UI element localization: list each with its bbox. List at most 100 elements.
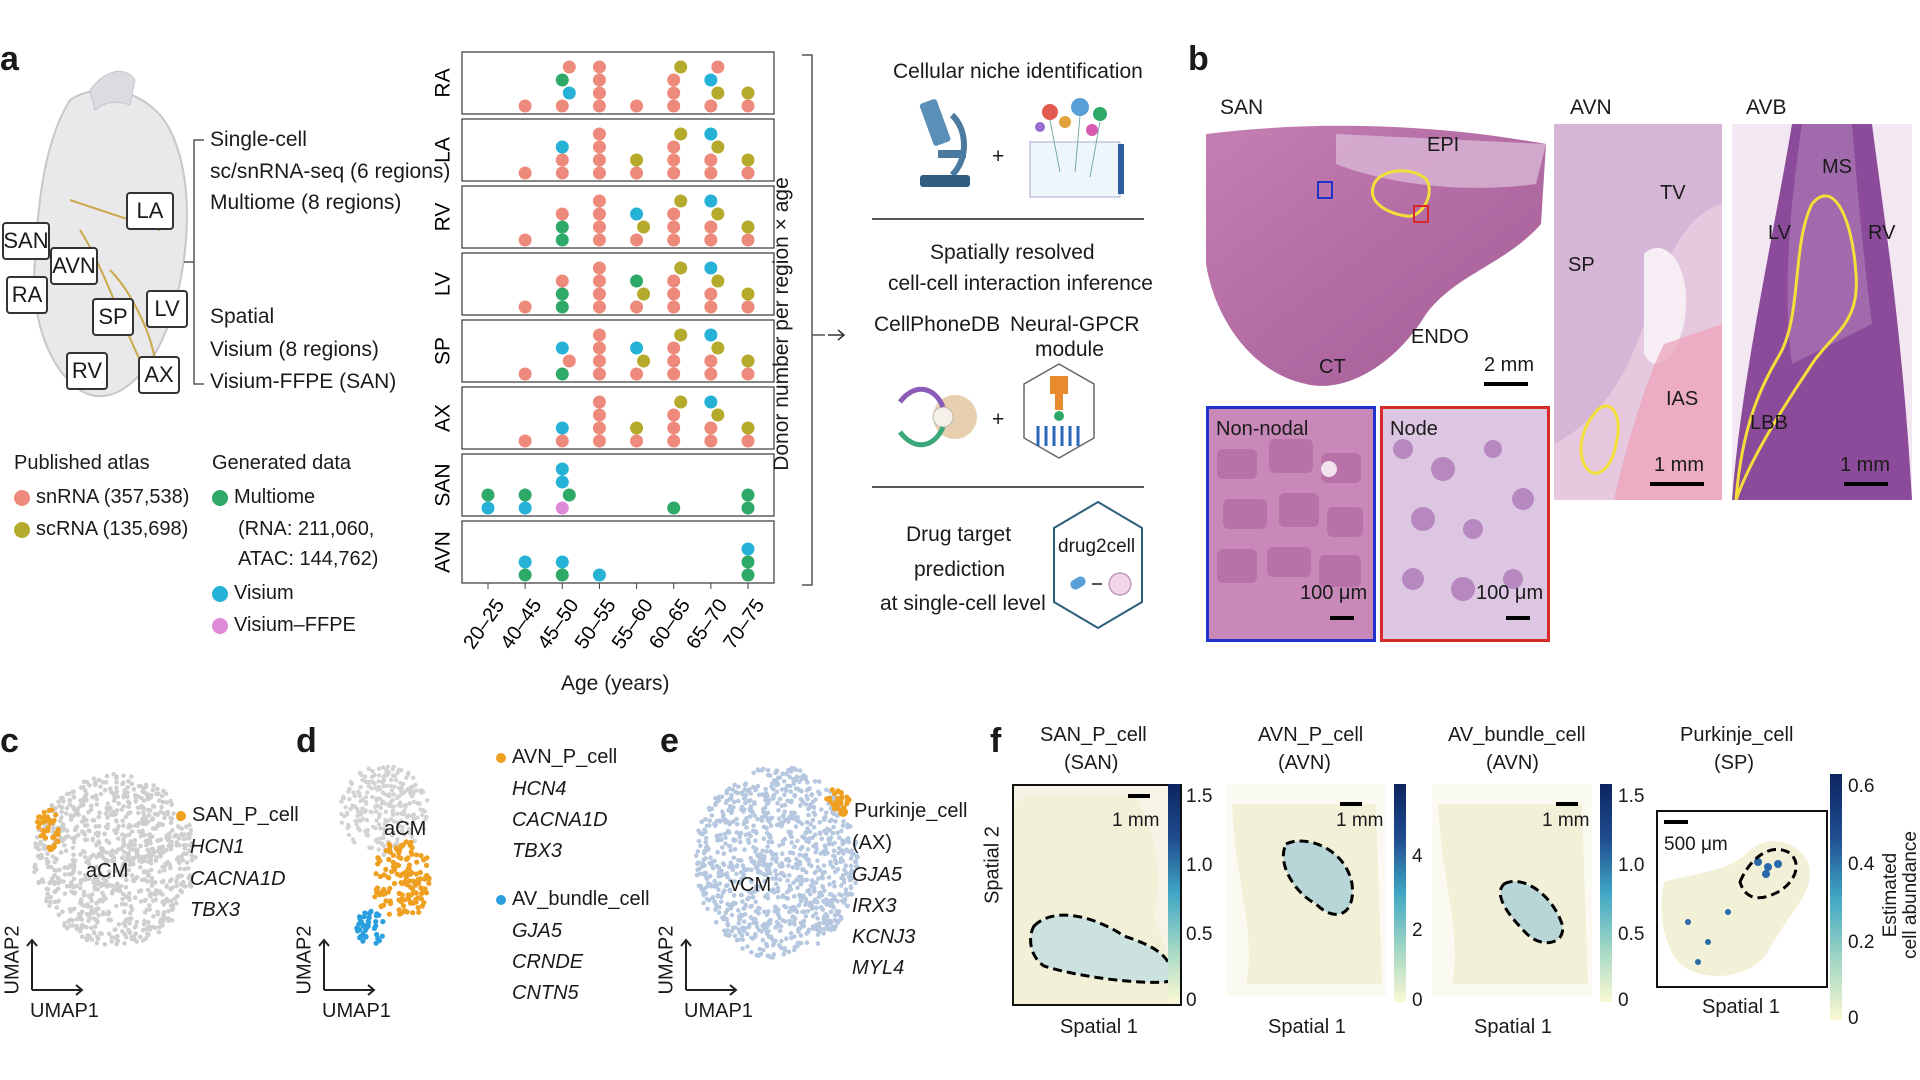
- umap-point: [61, 799, 66, 804]
- umap-point: [792, 778, 797, 784]
- umap-point: [743, 867, 748, 873]
- workflow-divider-1: [872, 218, 1144, 220]
- umap-point: [141, 817, 146, 823]
- umap-point: [169, 898, 174, 904]
- umap-point: [187, 835, 192, 841]
- colorbar-label-line2: cell abundance: [1900, 831, 1920, 959]
- umap-point: [746, 840, 752, 845]
- umap-point: [788, 830, 794, 835]
- umap-point: [113, 812, 118, 817]
- visium-swatch: [212, 585, 228, 602]
- avb-label-ms: MS: [1822, 156, 1852, 178]
- umap-point: [396, 786, 402, 791]
- umap-point: [71, 884, 76, 890]
- umap-point: [186, 866, 191, 871]
- workflow-drug-title3: at single-cell level: [880, 592, 1046, 615]
- umap-point: [121, 780, 126, 786]
- umap-point: [740, 863, 746, 868]
- umap-point: [809, 878, 815, 883]
- umap-point: [135, 823, 140, 828]
- umap-point: [89, 904, 94, 910]
- umap-point: [845, 903, 850, 909]
- dot-lv-snrna: [667, 287, 681, 301]
- umap-point: [398, 780, 403, 786]
- umap-point: [848, 849, 853, 854]
- umap-point: [96, 830, 101, 836]
- umap-point: [351, 790, 356, 795]
- umap-point: [383, 809, 388, 815]
- umap-point: [840, 823, 846, 829]
- umap-c-gene-1: HCN1: [190, 836, 245, 858]
- umap-point: [163, 861, 169, 867]
- umap-point: [358, 919, 364, 925]
- umap-point: [853, 859, 858, 865]
- san-scale-bar: [1484, 382, 1528, 386]
- umap-point: [363, 794, 369, 800]
- spatial-line1: Visium (8 regions): [210, 338, 379, 361]
- umap-point: [381, 872, 387, 878]
- umap-point: [769, 784, 774, 790]
- dot-rv-snrna: [518, 233, 532, 247]
- umap-point: [106, 931, 112, 937]
- umap-point: [839, 828, 844, 834]
- spatial-map3-scale-bar: [1556, 802, 1578, 806]
- umap-point: [124, 872, 129, 877]
- umap-point: [84, 823, 90, 828]
- umap-point: [123, 902, 128, 907]
- umap-point: [812, 889, 817, 894]
- umap-point: [366, 766, 371, 771]
- umap-point: [806, 812, 811, 818]
- dotplot-row-frame-san: [461, 453, 775, 517]
- umap-point: [122, 909, 127, 914]
- spatial-map4-colorbar: [1830, 774, 1842, 1020]
- umap-point: [806, 837, 811, 842]
- umap-point: [129, 873, 135, 878]
- dot-rv-multiome: [555, 233, 569, 247]
- umap-point: [357, 793, 363, 799]
- umap-point: [723, 835, 728, 841]
- umap-point: [716, 904, 722, 910]
- umap-point: [762, 879, 767, 884]
- umap-point: [132, 842, 137, 847]
- umap-point: [770, 942, 776, 948]
- umap-point: [366, 915, 372, 921]
- umap-point: [146, 872, 151, 877]
- umap-point: [729, 912, 735, 918]
- umap-point: [828, 909, 834, 915]
- avn-histology-image: [1554, 124, 1722, 500]
- umap-point: [414, 859, 420, 865]
- dot-ra-snrna: [667, 73, 681, 87]
- umap-point: [360, 806, 365, 811]
- umap-point: [149, 891, 154, 896]
- umap-point: [63, 848, 69, 853]
- spatial-title: Spatial: [210, 305, 275, 328]
- spatial-line2: Visium-FFPE (SAN): [210, 370, 397, 393]
- umap-point: [156, 929, 162, 935]
- umap-point: [40, 832, 47, 838]
- umap-point: [373, 871, 379, 877]
- umap-point: [390, 812, 396, 817]
- umap-point: [831, 824, 836, 830]
- umap-point: [98, 871, 104, 876]
- umap-point: [764, 862, 770, 868]
- umap-point: [741, 919, 747, 924]
- umap-point: [811, 825, 817, 830]
- umap-point: [721, 862, 727, 867]
- umap-point: [798, 933, 804, 938]
- umap-point: [709, 813, 715, 818]
- umap-point: [96, 913, 101, 918]
- umap-point: [785, 798, 790, 803]
- umap-point: [823, 845, 828, 851]
- umap-point: [44, 896, 50, 901]
- umap-point: [125, 799, 131, 804]
- umap-point: [373, 804, 378, 810]
- umap-point: [797, 779, 802, 784]
- umap-point: [817, 867, 823, 873]
- umap-d-cell1-dot: [496, 752, 506, 763]
- avn-label-ias: IAS: [1666, 388, 1699, 410]
- umap-point: [786, 819, 791, 824]
- umap-point: [65, 865, 70, 871]
- dot-lv-snrna: [704, 300, 718, 314]
- umap-point: [356, 818, 362, 823]
- spatial-map4-title: Purkinje_cell: [1680, 724, 1794, 746]
